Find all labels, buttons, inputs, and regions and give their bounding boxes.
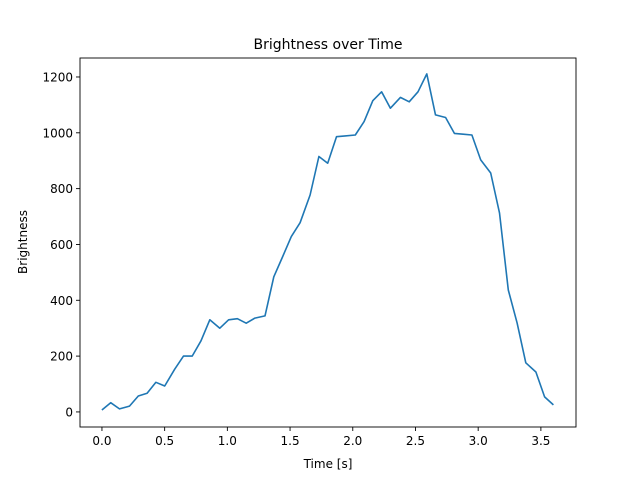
axes-frame: [79, 57, 577, 428]
series-line-brightness: [101, 73, 554, 411]
y-tick-label: 800: [50, 182, 73, 196]
x-tick-label: 3.5: [531, 434, 550, 448]
y-axis-label: Brightness: [16, 210, 30, 274]
x-axis-label: Time [s]: [303, 457, 353, 471]
y-tick-label: 600: [50, 238, 73, 252]
x-tick-label: 0.0: [92, 434, 111, 448]
x-tick-label: 3.0: [469, 434, 488, 448]
y-tick-label: 400: [50, 294, 73, 308]
chart-title: Brightness over Time: [254, 37, 403, 53]
x-axis-ticks: 0.0 0.5 1.0 1.5 2.0 2.5 3.0 3.5: [92, 427, 550, 448]
y-tick-label: 1000: [42, 126, 73, 140]
x-tick-label: 1.0: [218, 434, 237, 448]
y-tick-label: 1200: [42, 70, 73, 84]
x-tick-label: 1.5: [281, 434, 300, 448]
x-tick-label: 2.5: [406, 434, 425, 448]
y-tick-label: 0: [65, 405, 73, 419]
y-tick-label: 200: [50, 350, 73, 364]
y-axis-ticks: 0 200 400 600 800 1000 1200: [42, 70, 80, 419]
x-tick-label: 0.5: [155, 434, 174, 448]
x-tick-label: 2.0: [343, 434, 362, 448]
